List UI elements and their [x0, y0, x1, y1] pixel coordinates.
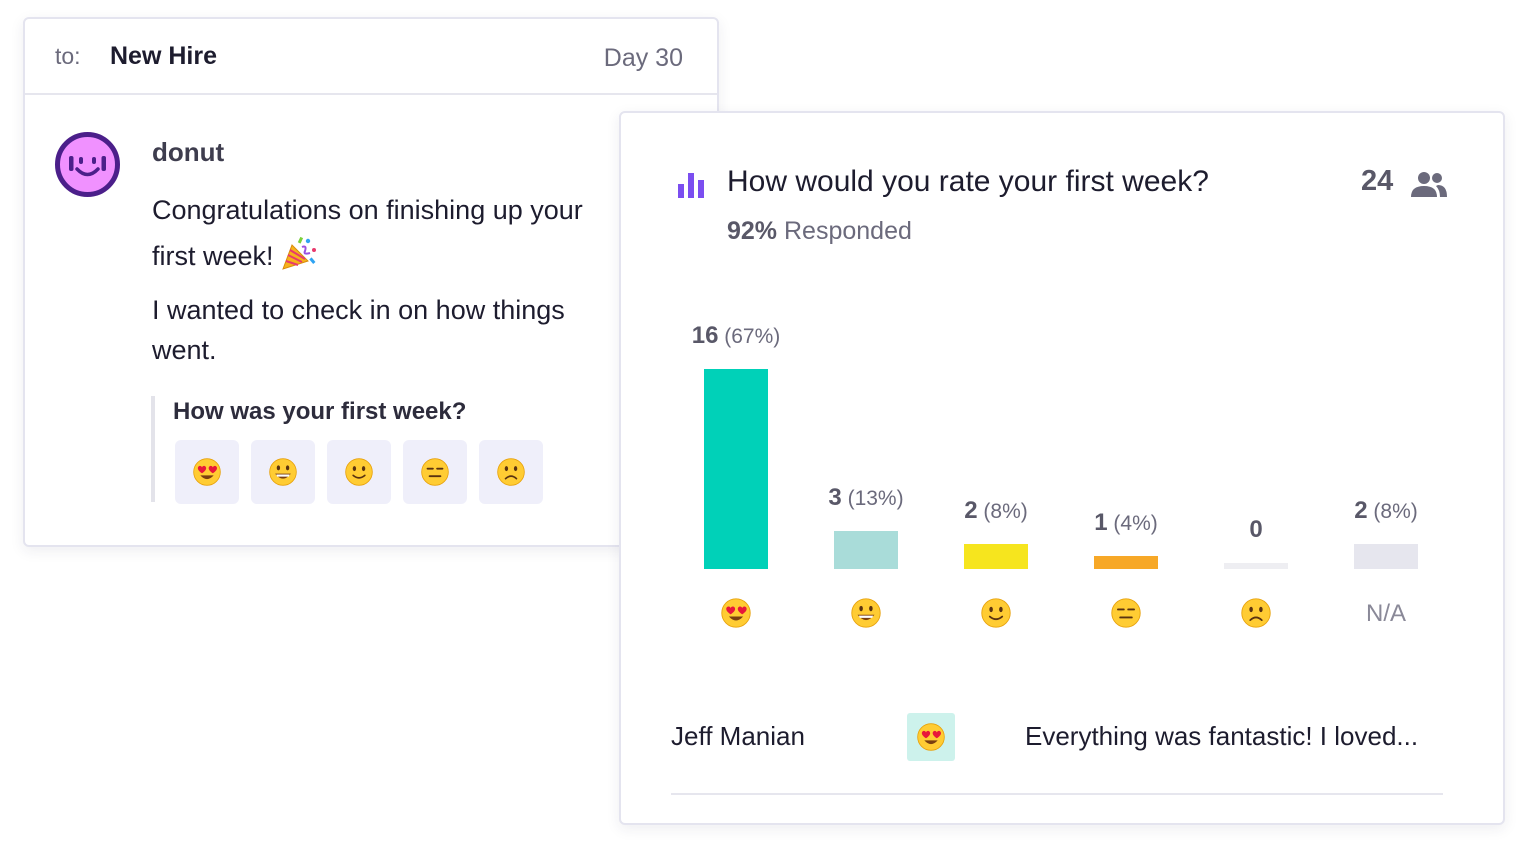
- poll-option-expressionless[interactable]: [403, 440, 467, 504]
- heart-eyes-emoji-icon: [916, 722, 946, 752]
- bar-value-label: 0: [1249, 516, 1262, 543]
- respondent-count: 24: [1361, 165, 1394, 197]
- message-line: I wanted to check in on how things: [152, 295, 565, 325]
- to-label: to:: [55, 43, 81, 69]
- grinning-emoji-icon: [268, 457, 298, 487]
- message-line: went.: [152, 335, 217, 365]
- message-header: to: New Hire Day 30: [25, 19, 717, 95]
- responded-label: Responded: [784, 217, 912, 245]
- bar-N/A: [1354, 544, 1418, 569]
- poll-options: [175, 440, 543, 504]
- heart-eyes-emoji-icon: [192, 457, 222, 487]
- slight-smile-emoji-icon: [344, 457, 374, 487]
- frowning-emoji-icon: [1240, 597, 1272, 629]
- party-popper-icon: [281, 236, 316, 270]
- slight-smile-emoji-icon: [980, 597, 1012, 629]
- message-line-with-icon: first week!: [152, 235, 318, 272]
- na-category-label: N/A: [1366, 600, 1406, 627]
- response-emoji-badge: [907, 713, 955, 761]
- responder-name: Jeff Manian: [671, 721, 805, 751]
- expressionless-emoji-icon: [420, 457, 450, 487]
- heart-eyes-emoji-icon: [721, 598, 751, 628]
- day-label: Day 30: [603, 44, 683, 72]
- bar-heart-eyes: [704, 369, 768, 569]
- message-line: Congratulations on finishing up your: [152, 195, 583, 225]
- bar-value-label: 2 (8%): [964, 497, 1028, 524]
- frowning-emoji-icon: [496, 457, 526, 487]
- results-card: How would you rate your first week? 24 9…: [619, 111, 1505, 825]
- donut-face-icon[interactable]: [55, 132, 120, 197]
- grinning-emoji-icon: [851, 598, 881, 628]
- people-icon: [1411, 172, 1447, 197]
- poll-question: How was your first week?: [173, 398, 467, 425]
- bar-chart-icon: [678, 173, 704, 198]
- results-title: How would you rate your first week?: [727, 165, 1209, 198]
- bar-grinning: [834, 531, 898, 569]
- poll-option-heart-eyes[interactable]: [175, 440, 239, 504]
- bar-expressionless: [1094, 556, 1158, 569]
- bar-value-label: 3 (13%): [828, 484, 903, 511]
- bar-value-label: 2 (8%): [1354, 497, 1418, 524]
- response-row[interactable]: Jeff Manian Everything was fantastic! I …: [671, 703, 1443, 795]
- bar-value-label: 1 (4%): [1094, 509, 1158, 536]
- responded-summary: 92% Responded: [727, 217, 912, 246]
- recipient-name[interactable]: New Hire: [110, 42, 217, 70]
- sender-name: donut: [152, 137, 225, 167]
- poll-option-slight-smile[interactable]: [327, 440, 391, 504]
- expressionless-emoji-icon: [1110, 597, 1142, 629]
- response-text: Everything was fantastic! I loved...: [1025, 721, 1419, 751]
- poll-option-frowning[interactable]: [479, 440, 543, 504]
- poll-block: How was your first week?: [151, 396, 631, 504]
- results-bar-chart: 16 (67%) 3 (13%) 2 (8%) 1 (4%) 0 2 (8%) N/A: [692, 322, 1418, 629]
- message-line: first week!: [152, 241, 274, 271]
- message-card: to: New Hire Day 30 donut Congratulation…: [23, 17, 719, 547]
- poll-option-grinning[interactable]: [251, 440, 315, 504]
- responded-percent: 92%: [727, 217, 778, 245]
- bar-slight-smile: [964, 544, 1028, 569]
- bar-frowning: [1224, 563, 1288, 569]
- bar-value-label: 16 (67%): [692, 322, 781, 349]
